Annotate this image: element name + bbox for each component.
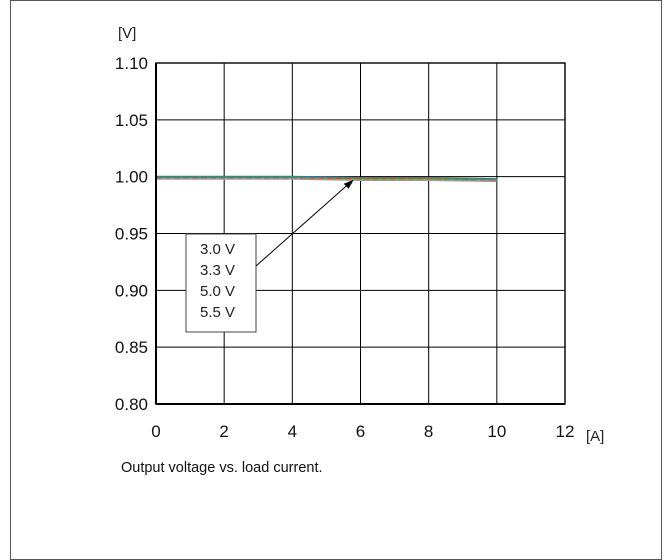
x-tick-label-6: 12: [556, 422, 575, 441]
y-tick-label-4: 1.00: [115, 168, 148, 187]
legend-leader-line: [255, 184, 349, 267]
y-tick-label-3: 0.95: [115, 225, 148, 244]
legend: 3.0 V 3.3 V 5.0 V 5.5 V: [185, 179, 354, 333]
figure-frame: [10, 0, 662, 560]
x-tick-label-0: 0: [151, 422, 160, 441]
legend-entry-2: 5.0 V: [200, 283, 235, 300]
x-axis-unit: [A]: [586, 428, 604, 445]
x-tick-labels: 0 2 4 6 8 10 12: [151, 422, 574, 441]
legend-box: [185, 233, 257, 333]
series-lines: [156, 175, 497, 183]
y-axis-unit: [V]: [118, 25, 136, 42]
x-tick-label-4: 8: [424, 422, 433, 441]
x-tick-label-5: 10: [487, 422, 506, 441]
legend-leader-arrowhead: [343, 179, 354, 189]
series-line-5-5-v: [156, 178, 497, 183]
output-voltage-chart: 0.80 0.85 0.90 0.95 1.00 1.05 1.10 0 2 4 6 8 10 12 […: [115, 25, 604, 476]
x-tick-label-1: 2: [219, 422, 228, 441]
x-tick-label-3: 6: [356, 422, 365, 441]
x-tick-label-2: 4: [288, 422, 297, 441]
y-tick-label-1: 0.85: [115, 338, 148, 357]
y-tick-labels: 0.80 0.85 0.90 0.95 1.00 1.05 1.10: [115, 54, 148, 414]
y-tick-label-6: 1.10: [115, 54, 148, 73]
legend-entry-0: 3.0 V: [200, 241, 235, 258]
y-tick-label-0: 0.80: [115, 395, 148, 414]
plot-area-border: [155, 62, 566, 405]
legend-entry-3: 5.5 V: [200, 304, 235, 321]
chart-caption: Output voltage vs. load current.: [121, 460, 323, 476]
y-tick-label-5: 1.05: [115, 111, 148, 130]
y-tick-label-2: 0.90: [115, 281, 148, 300]
legend-entry-1: 3.3 V: [200, 262, 235, 279]
